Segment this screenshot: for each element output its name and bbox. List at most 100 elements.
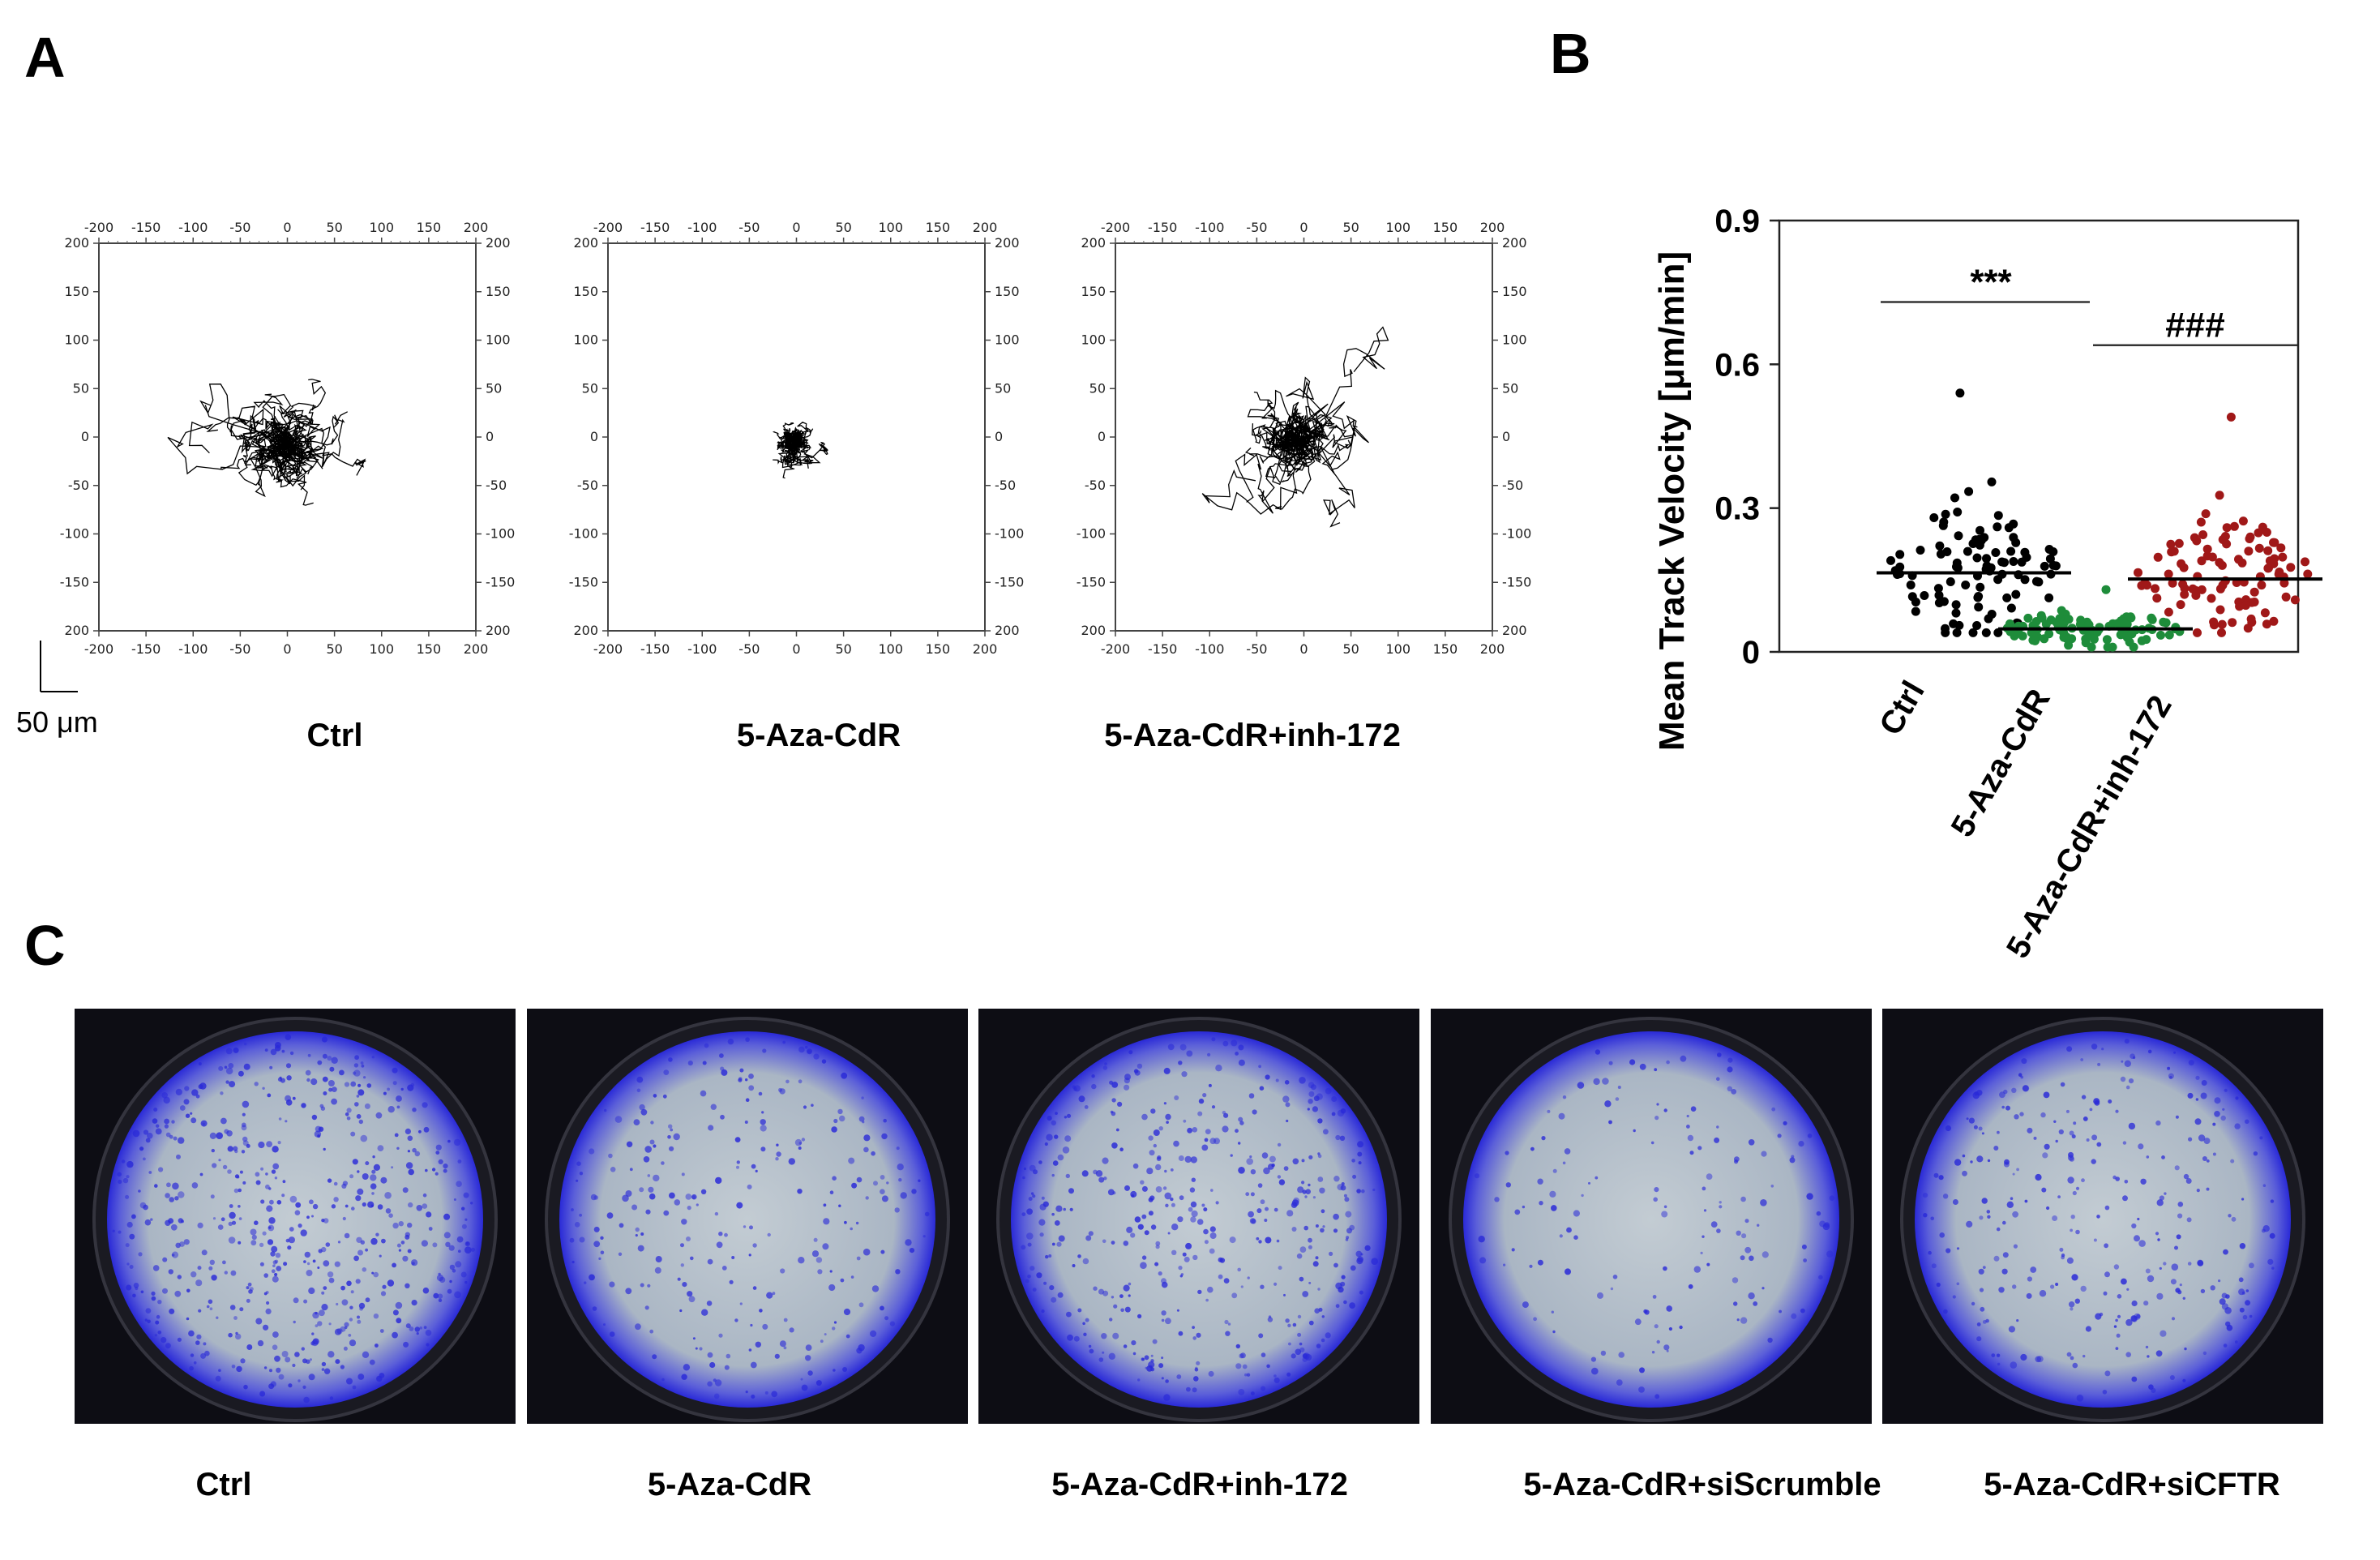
stained-cell: [1192, 1326, 1195, 1329]
stained-cell: [1247, 1276, 1250, 1279]
stained-cell: [749, 1225, 753, 1230]
stained-cell: [421, 1240, 429, 1247]
stained-cell: [1249, 1218, 1256, 1224]
stained-cell: [764, 1391, 768, 1395]
stained-cell: [1956, 1282, 1960, 1286]
stained-cell: [663, 1069, 670, 1075]
stained-cell: [2104, 1370, 2111, 1377]
stained-cell: [1170, 1168, 1174, 1172]
data-point: [2081, 638, 2091, 648]
membrane: [1915, 1031, 2291, 1408]
stained-cell: [358, 1119, 363, 1125]
stained-cell: [336, 1302, 339, 1306]
stained-cell: [2138, 1143, 2144, 1150]
stained-cell: [633, 1119, 640, 1125]
x-tick-label-bottom: -50: [738, 641, 760, 657]
stained-cell: [766, 1292, 773, 1299]
stained-cell: [405, 1128, 411, 1134]
stained-cell: [1170, 1198, 1174, 1201]
data-point: [2089, 634, 2099, 644]
stained-cell: [2214, 1097, 2221, 1104]
stained-cell: [323, 1368, 331, 1374]
stained-cell: [1777, 1134, 1782, 1138]
stained-cell: [1049, 1285, 1055, 1291]
stained-cell: [327, 1271, 334, 1278]
stained-cell: [1552, 1168, 1557, 1173]
stained-cell: [370, 1183, 377, 1189]
stained-cell: [2042, 1152, 2048, 1159]
stained-cell: [1115, 1128, 1119, 1132]
stained-cell: [750, 1323, 753, 1327]
x-tick-label-top: 50: [835, 220, 851, 235]
stained-cell: [272, 1264, 276, 1267]
stained-cell: [1829, 1195, 1835, 1201]
stained-cell: [288, 1383, 293, 1388]
stained-cell: [691, 1194, 697, 1200]
stained-cell: [1936, 1282, 1941, 1288]
stained-cell: [2041, 1187, 2047, 1193]
y-tick-label-right: 200: [486, 235, 511, 251]
stained-cell: [1085, 1235, 1092, 1241]
stained-cell: [1946, 1248, 1951, 1254]
stained-cell: [1039, 1232, 1044, 1237]
stained-cell: [798, 1046, 805, 1053]
stained-cell: [1736, 1318, 1740, 1322]
stained-cell: [357, 1374, 365, 1380]
stained-cell: [259, 1242, 264, 1248]
stained-cell: [1091, 1074, 1095, 1078]
data-point: [2009, 533, 2018, 542]
stained-cell: [606, 1212, 614, 1219]
stained-cell: [650, 1121, 654, 1125]
stained-cell: [1051, 1296, 1057, 1303]
stained-cell: [1991, 1353, 1996, 1357]
stained-cell: [1573, 1235, 1578, 1240]
stained-cell: [1242, 1364, 1248, 1369]
data-point: [2117, 616, 2125, 626]
stained-cell: [148, 1171, 152, 1174]
stained-cell: [823, 1218, 830, 1225]
stained-cell: [1192, 1336, 1196, 1340]
data-point: [2125, 612, 2135, 622]
stained-cell: [1740, 1317, 1748, 1324]
stained-cell: [690, 1256, 694, 1261]
data-point: [1929, 513, 1939, 522]
data-point: [2234, 555, 2243, 564]
stained-cell: [805, 1344, 812, 1351]
stained-cell: [311, 1215, 314, 1218]
x-tick-label-top: 0: [1299, 220, 1308, 235]
stained-cell: [112, 1229, 115, 1232]
data-point: [2262, 619, 2271, 629]
stained-cell: [353, 1071, 357, 1075]
stained-cell: [783, 1318, 788, 1322]
stained-cell: [323, 1286, 327, 1290]
stained-cell: [327, 1178, 332, 1183]
stained-cell: [2066, 1257, 2074, 1264]
stained-cell: [321, 1219, 325, 1223]
stained-cell: [361, 1064, 365, 1068]
stained-cell: [283, 1262, 288, 1266]
stained-cell: [327, 1351, 335, 1358]
stained-cell: [863, 1248, 871, 1256]
stained-cell: [1266, 1364, 1270, 1369]
stained-cell: [635, 1323, 641, 1331]
stained-cell: [453, 1138, 461, 1146]
data-point: [2290, 595, 2300, 605]
stained-cell: [1187, 1127, 1192, 1134]
stained-cell: [755, 1169, 758, 1172]
stained-cell: [2055, 1283, 2059, 1286]
stained-cell: [1962, 1170, 1967, 1176]
stained-cell: [1565, 1268, 1571, 1275]
stained-cell: [139, 1146, 144, 1151]
stained-cell: [327, 1080, 335, 1086]
stained-cell: [1246, 1158, 1253, 1165]
stained-cell: [1158, 1271, 1162, 1276]
stained-cell: [1041, 1309, 1045, 1314]
stained-cell: [1343, 1194, 1347, 1198]
stained-cell: [589, 1148, 595, 1155]
stained-cell: [239, 1170, 243, 1174]
stained-cell: [1150, 1367, 1155, 1372]
stained-cell: [1195, 1366, 1198, 1370]
data-point: [2009, 557, 2018, 566]
y-tick-label-left: -50: [68, 478, 89, 493]
stained-cell: [1102, 1351, 1105, 1354]
